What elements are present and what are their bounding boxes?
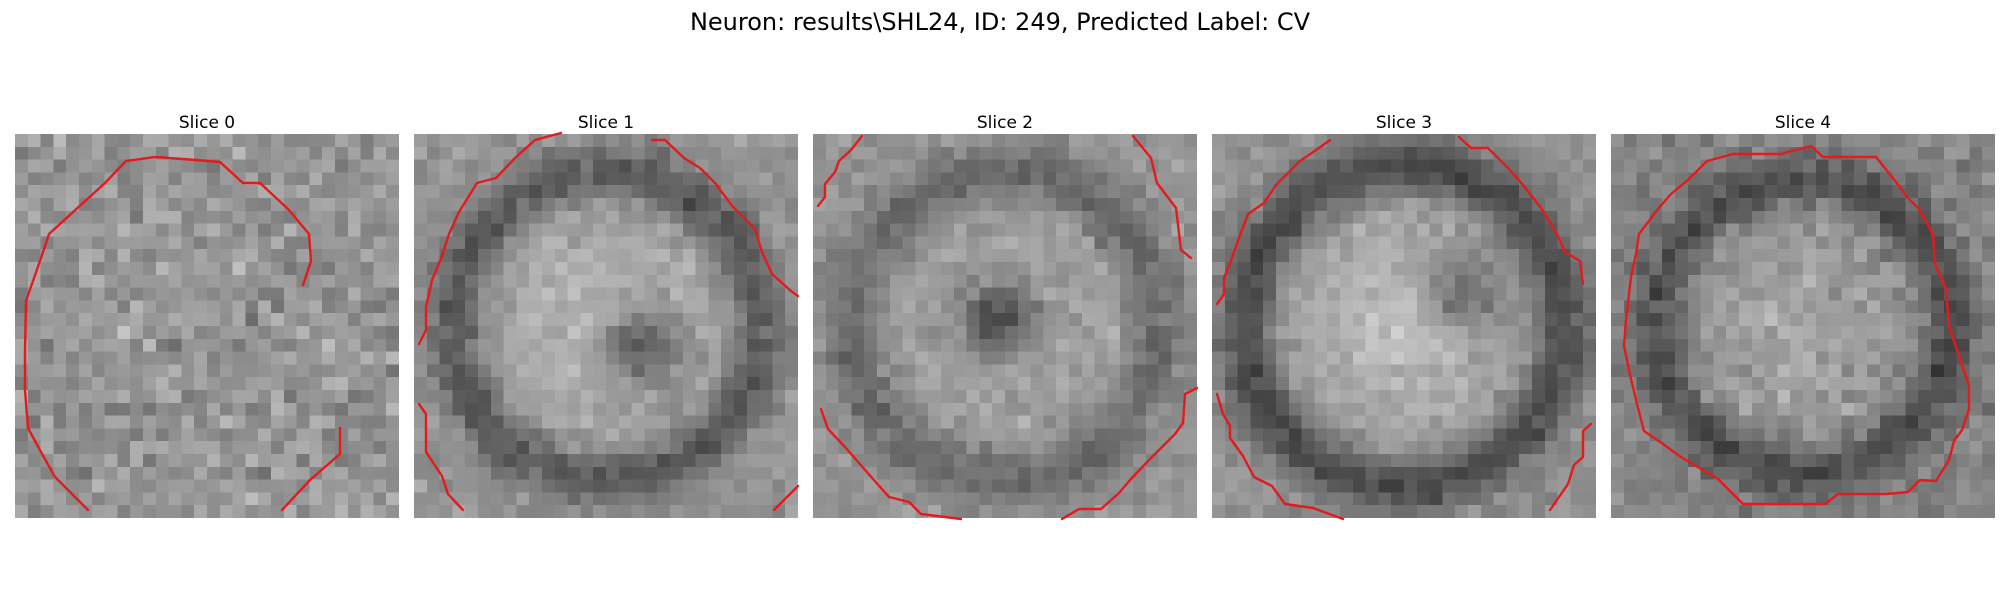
slice-panel-3: Slice 3 [1212,113,1596,518]
slice-panel-1: Slice 1 [414,113,798,518]
slice-panel-4: Slice 4 [1611,113,1995,518]
slice-image [15,134,399,518]
slice-image [1611,134,1995,518]
slice-image [1212,134,1596,518]
slice-panel-0: Slice 0 [15,113,399,518]
slice-title: Slice 1 [414,113,798,133]
slice-title: Slice 0 [15,113,399,133]
slice-image [813,134,1197,518]
slice-title: Slice 2 [813,113,1197,133]
slice-title: Slice 3 [1212,113,1596,133]
figure-title: Neuron: results\SHL24, ID: 249, Predicte… [0,8,2000,36]
slice-panel-2: Slice 2 [813,113,1197,518]
slice-image [414,134,798,518]
slice-title: Slice 4 [1611,113,1995,133]
